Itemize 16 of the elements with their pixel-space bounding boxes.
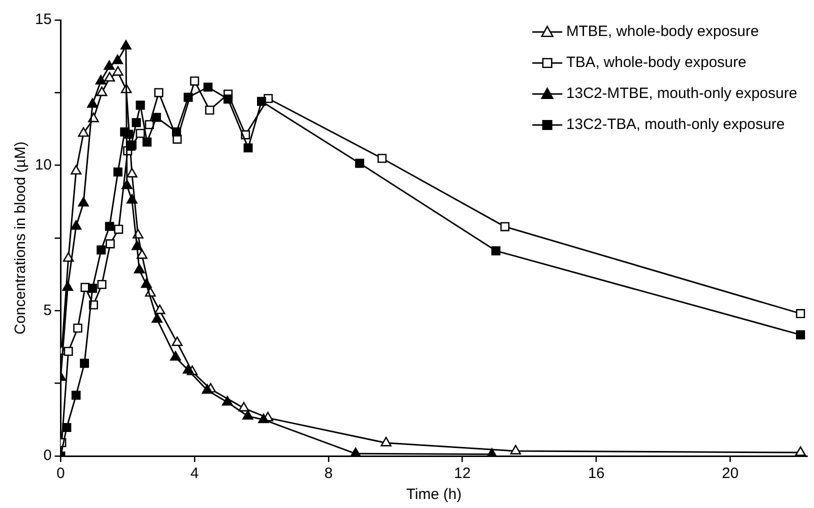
x-tick-label: 8 [324, 465, 333, 482]
legend-label: TBA, whole-body exposure [566, 54, 746, 72]
x-tick-label: 4 [190, 465, 199, 482]
legend-label: 13C2-MTBE, mouth-only exposure [566, 85, 798, 102]
legend-label: 13C2-TBA, mouth-only exposure [566, 116, 785, 134]
x-tick-label: 20 [722, 465, 739, 482]
y-tick-label: 10 [34, 156, 52, 174]
y-tick-label: 15 [34, 11, 52, 28]
x-tick-label: 0 [56, 465, 65, 482]
y-tick-label: 0 [43, 447, 52, 464]
y-tick-label: 5 [43, 302, 52, 319]
x-axis-title: Time (h) [406, 486, 462, 504]
legend-label: MTBE, whole-body exposure [566, 23, 759, 40]
y-axis-title: Concentrations in blood (µM) [12, 142, 30, 334]
x-tick-label: 12 [454, 465, 471, 482]
x-tick-label: 16 [588, 465, 605, 482]
